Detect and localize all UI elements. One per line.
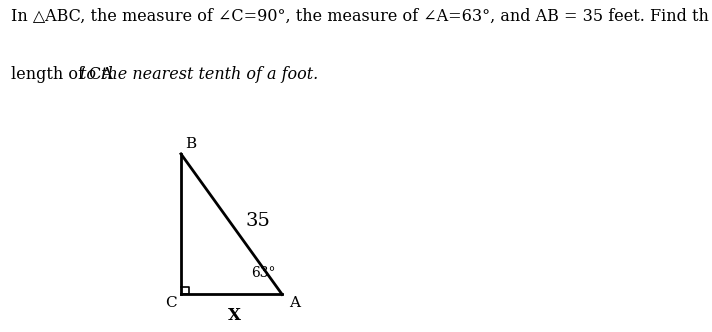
Text: B: B — [185, 137, 197, 151]
Text: X: X — [228, 307, 241, 324]
Text: A: A — [289, 296, 300, 310]
Text: 35: 35 — [246, 212, 271, 230]
Text: to the nearest tenth of a foot.: to the nearest tenth of a foot. — [80, 66, 319, 83]
Text: In △ABC, the measure of ∠C=90°, the measure of ∠A=63°, and AB = 35 feet. Find th: In △ABC, the measure of ∠C=90°, the meas… — [11, 8, 708, 25]
Text: 63°: 63° — [251, 266, 276, 281]
Text: length of CA: length of CA — [11, 66, 117, 83]
Text: C: C — [165, 296, 177, 310]
